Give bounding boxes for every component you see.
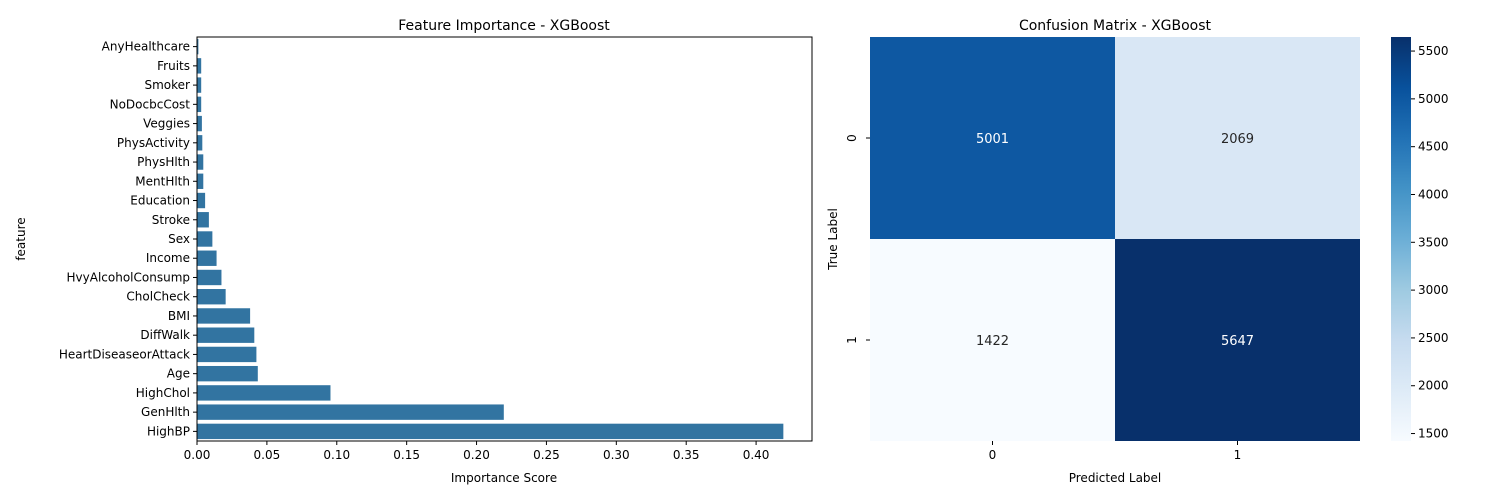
- bar-sex: [197, 231, 213, 247]
- bar-genhlth: [197, 404, 504, 420]
- bar-nodocbccost: [197, 96, 202, 113]
- bar-cholcheck: [197, 289, 226, 305]
- y-tick-label: HvyAlcoholConsump: [67, 270, 190, 284]
- y-tick-label: PhysActivity: [117, 136, 190, 150]
- cell-0-0: [870, 37, 1115, 239]
- y-tick-label: Education: [130, 194, 190, 208]
- colorbar-tick-label: 3500: [1418, 235, 1449, 249]
- colorbar: 1500 2000 2500 3000 3500 4000 4500 5000 5500: [1391, 37, 1449, 441]
- colorbar-tick-label: 5500: [1418, 44, 1449, 58]
- colorbar-ticks: 1500 2000 2500 3000 3500 4000 4500 5000 5500: [1411, 44, 1449, 441]
- bar-veggies: [197, 115, 202, 132]
- y-tick-label: Income: [146, 251, 190, 265]
- x-tick-label: 0.15: [393, 448, 420, 462]
- x-tick-label: 1: [1234, 448, 1242, 462]
- cell-0-1: [1115, 37, 1360, 239]
- x-tick-label: 0.30: [603, 448, 630, 462]
- colorbar-tick-label: 5000: [1418, 92, 1449, 106]
- y-tick-label: Fruits: [157, 59, 190, 73]
- x-tick-label: 0.20: [463, 448, 490, 462]
- importance-plot-frame: [196, 36, 813, 442]
- bar-stroke: [197, 212, 209, 228]
- bar-hvyalcoholconsump: [197, 269, 222, 286]
- y-tick-label: HighChol: [136, 386, 190, 400]
- importance-bars: [197, 38, 784, 440]
- x-tick-label: 0: [989, 448, 997, 462]
- importance-y-axis-label: feature: [14, 217, 28, 260]
- y-tick-label: Age: [167, 367, 190, 381]
- bar-physactivity: [197, 135, 203, 151]
- confusion-y-axis-label: True Label: [826, 208, 840, 271]
- bar-highbp: [197, 423, 784, 440]
- y-tick-label: CholCheck: [126, 290, 190, 304]
- bar-menthlth: [197, 173, 204, 189]
- confusion-x-axis-label: Predicted Label: [1069, 471, 1162, 485]
- colorbar-tick-label: 4500: [1418, 140, 1449, 154]
- y-tick-label: HeartDiseaseorAttack: [59, 347, 190, 361]
- colorbar-tick-label: 2000: [1418, 379, 1449, 393]
- colorbar-tick-label: 2500: [1418, 331, 1449, 345]
- bar-heartdiseaseorattack: [197, 346, 257, 363]
- x-tick-label: 0.40: [743, 448, 770, 462]
- y-tick-label: 0: [845, 134, 859, 142]
- y-tick-label: NoDocbcCost: [110, 97, 191, 111]
- confusion-chart-title: Confusion Matrix - XGBoost: [1019, 18, 1212, 34]
- y-tick-label: Veggies: [143, 117, 190, 131]
- x-tick-label: 0.25: [533, 448, 560, 462]
- x-tick-label: 0.00: [184, 448, 211, 462]
- y-tick-label: GenHlth: [141, 405, 190, 419]
- importance-y-ticks: AnyHealthcare Fruits Smoker NoDocbcCost Vegg…: [59, 40, 197, 438]
- bar-smoker: [197, 77, 202, 93]
- bar-age: [197, 365, 258, 382]
- y-tick-label: BMI: [168, 309, 190, 323]
- importance-chart-title: Feature Importance - XGBoost: [398, 18, 610, 34]
- x-tick-label: 0.35: [673, 448, 700, 462]
- y-tick-label: 1: [845, 336, 859, 344]
- colorbar-gradient: [1391, 37, 1411, 441]
- colorbar-tick-label: 4000: [1418, 187, 1449, 201]
- confusion-y-ticks: 01: [845, 134, 870, 344]
- feature-importance-chart: Feature Importance - XGBoost AnyHealthca…: [14, 18, 813, 485]
- cell-value-label: 5647: [1221, 334, 1254, 349]
- y-tick-label: HighBP: [147, 424, 190, 438]
- x-tick-label: 0.10: [323, 448, 350, 462]
- bar-highchol: [197, 385, 331, 401]
- y-tick-label: Stroke: [152, 213, 190, 227]
- bar-anyhealthcare: [197, 38, 199, 55]
- colorbar-tick-label: 1500: [1418, 427, 1449, 441]
- cell-1-1: [1115, 239, 1360, 441]
- confusion-cells: 5001 2069 1422 5647: [870, 37, 1360, 441]
- importance-x-axis-label: Importance Score: [451, 471, 557, 485]
- importance-x-ticks: 0.00 0.05 0.10 0.15 0.20 0.25 0.30 0.35 0.40: [184, 441, 770, 462]
- bar-fruits: [197, 58, 202, 74]
- colorbar-tick-label: 3000: [1418, 283, 1449, 297]
- cell-value-label: 5001: [976, 132, 1009, 147]
- bar-diffwalk: [197, 327, 255, 343]
- bar-income: [197, 250, 217, 266]
- bar-bmi: [197, 308, 251, 324]
- cell-value-label: 1422: [976, 334, 1009, 349]
- bar-physhlth: [197, 154, 204, 170]
- y-tick-label: Smoker: [145, 78, 191, 92]
- y-tick-label: Sex: [168, 232, 190, 246]
- bar-education: [197, 192, 206, 209]
- y-tick-label: MentHlth: [135, 174, 190, 188]
- y-tick-label: AnyHealthcare: [102, 40, 190, 54]
- cell-1-0: [870, 239, 1115, 441]
- x-tick-label: 0.05: [254, 448, 281, 462]
- y-tick-label: DiffWalk: [140, 328, 190, 342]
- cell-value-label: 2069: [1221, 132, 1254, 147]
- y-tick-label: PhysHlth: [137, 155, 190, 169]
